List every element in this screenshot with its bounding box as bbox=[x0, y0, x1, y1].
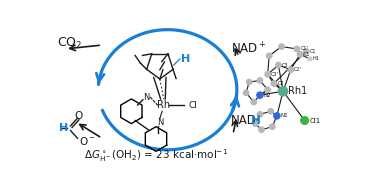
Text: H1: H1 bbox=[313, 56, 319, 61]
Circle shape bbox=[246, 79, 252, 85]
Text: CO$_2$: CO$_2$ bbox=[57, 36, 83, 51]
Text: N: N bbox=[144, 93, 150, 102]
Text: C2': C2' bbox=[294, 67, 302, 72]
Text: H: H bbox=[251, 114, 260, 127]
Text: Rh: Rh bbox=[157, 100, 170, 110]
Circle shape bbox=[257, 92, 263, 98]
Circle shape bbox=[265, 72, 270, 77]
Text: $\Delta G^\circ_{\mathrm{H}^-}(\mathrm{OH_2})$ = 23 kcal·mol$^{-1}$: $\Delta G^\circ_{\mathrm{H}^-}(\mathrm{O… bbox=[84, 147, 228, 164]
Text: H: H bbox=[181, 54, 191, 64]
Circle shape bbox=[257, 112, 263, 117]
Circle shape bbox=[253, 121, 258, 126]
Text: Rh1: Rh1 bbox=[288, 86, 308, 96]
Circle shape bbox=[266, 53, 272, 59]
Circle shape bbox=[276, 62, 281, 68]
Text: O$^-$: O$^-$ bbox=[79, 135, 96, 147]
Text: Cl1: Cl1 bbox=[309, 117, 321, 124]
Circle shape bbox=[259, 127, 264, 132]
Circle shape bbox=[268, 109, 273, 114]
Text: H: H bbox=[59, 123, 68, 133]
Text: N2: N2 bbox=[264, 93, 271, 98]
Text: C3': C3' bbox=[271, 72, 279, 77]
Circle shape bbox=[308, 57, 312, 61]
Text: Cl: Cl bbox=[188, 101, 197, 110]
Text: C3: C3 bbox=[282, 63, 288, 68]
Circle shape bbox=[270, 124, 275, 129]
Text: N1: N1 bbox=[281, 113, 288, 118]
Circle shape bbox=[279, 87, 288, 96]
Circle shape bbox=[243, 90, 249, 96]
Circle shape bbox=[265, 87, 270, 92]
Circle shape bbox=[274, 113, 280, 119]
Circle shape bbox=[271, 81, 276, 86]
Circle shape bbox=[294, 46, 300, 52]
Text: N: N bbox=[156, 117, 163, 127]
Text: O: O bbox=[75, 111, 83, 121]
Text: C1: C1 bbox=[310, 49, 316, 54]
Circle shape bbox=[304, 48, 309, 54]
Circle shape bbox=[297, 52, 303, 57]
Circle shape bbox=[279, 44, 284, 49]
Text: C1': C1' bbox=[301, 46, 308, 51]
Circle shape bbox=[257, 78, 263, 83]
Text: C1: C1 bbox=[304, 52, 310, 57]
Text: C2: C2 bbox=[277, 81, 284, 86]
Text: NAD: NAD bbox=[231, 114, 257, 127]
Circle shape bbox=[301, 117, 308, 124]
Circle shape bbox=[288, 67, 293, 72]
Text: NAD$^+$: NAD$^+$ bbox=[231, 41, 266, 57]
Circle shape bbox=[251, 99, 257, 105]
